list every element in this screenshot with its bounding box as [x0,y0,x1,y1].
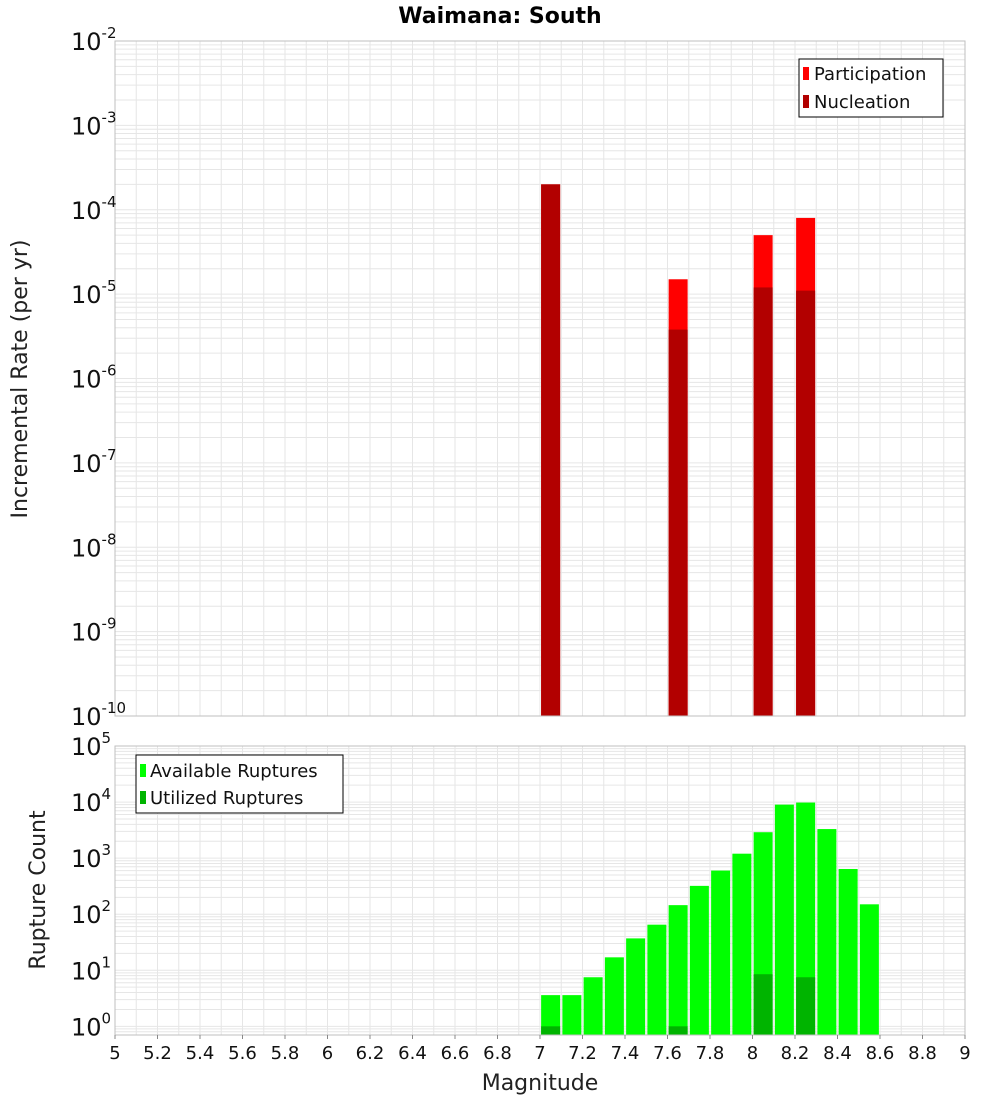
bottom-bar-available-ruptures [838,868,858,1035]
bottom-y-tick-label: 102 [71,897,111,929]
bottom-bar-available-ruptures [562,995,582,1035]
top-y-axis-label: Incremental Rate (per yr) [8,240,33,519]
top-panel: 10-2 10-3 10-4 10-5 10-6 10-7 10-8 10-9 10-10 In… [8,24,966,731]
top-y-tick-labels: 10-2 10-3 10-4 10-5 10-6 10-7 10-8 10-9 10-10 [71,24,126,731]
bottom-bar-utilized-ruptures [668,1026,688,1035]
bottom-bar-available-ruptures [583,977,603,1035]
bottom-y-tick-label: 105 [71,729,111,761]
bottom-bar-available-ruptures [604,957,624,1035]
legend-swatch-available [140,764,146,777]
bottom-legend: Available Ruptures Utilized Ruptures [135,754,344,814]
legend-swatch-nucleation [803,95,809,108]
bottom-panel: 105 104 103 102 101 100 5 5.2 5.4 5.6 5.8 6 6.2 6.4 6… [26,729,971,1096]
top-y-tick-label: 10-7 [71,446,117,478]
bottom-bar-available-ruptures [541,995,561,1035]
bottom-y-tick-label: 103 [71,841,111,873]
bottom-bar-available-ruptures [626,938,646,1035]
top-legend-box [798,58,944,118]
top-y-tick-label: 10-5 [71,277,117,309]
top-bar-nucleation [753,287,773,716]
x-tick-label: 7.8 [696,1043,725,1064]
x-tick-label: 7.4 [611,1043,640,1064]
x-tick-label: 5.8 [271,1043,300,1064]
bottom-bars [541,802,879,1035]
x-tick-label: 5.6 [228,1043,257,1064]
top-bars [541,184,816,717]
x-tick-label: 9 [959,1043,970,1064]
bottom-y-axis-label: Rupture Count [26,810,51,970]
x-tick-label: 7 [534,1043,545,1064]
x-tick-labels: 5 5.2 5.4 5.6 5.8 6 6.2 6.4 6.6 6.8 7 7.2 7.4 7.6 7.8 8… [109,1035,971,1064]
bottom-legend-box [135,754,344,814]
top-y-tick-label: 10-8 [71,530,117,562]
x-tick-label: 6 [322,1043,333,1064]
x-tick-label: 6.8 [483,1043,512,1064]
top-y-tick-label: 10-4 [71,193,117,225]
bottom-bar-utilized-ruptures [753,974,773,1035]
legend-swatch-participation [803,67,809,80]
top-bar-nucleation [796,290,816,716]
x-tick-label: 8 [747,1043,758,1064]
x-tick-label: 6.4 [398,1043,427,1064]
x-tick-label: 7.6 [653,1043,682,1064]
x-tick-label: 5.2 [143,1043,172,1064]
legend-swatch-utilized [140,791,146,804]
bottom-bar-available-ruptures [774,804,794,1035]
x-tick-label: 6.6 [441,1043,470,1064]
legend-label-nucleation: Nucleation [814,92,910,113]
x-tick-label: 6.2 [356,1043,385,1064]
top-bar-nucleation [668,329,688,716]
x-tick-label: 8.2 [781,1043,810,1064]
bottom-bar-utilized-ruptures [796,977,816,1035]
bottom-y-tick-label: 104 [71,785,111,817]
top-y-tick-label: 10-9 [71,615,117,647]
top-y-tick-label: 10-6 [71,362,117,394]
top-y-tick-label: 10-2 [71,24,117,56]
bottom-bar-available-ruptures [817,829,837,1035]
bottom-bar-available-ruptures [711,870,731,1035]
x-tick-label: 5 [109,1043,120,1064]
x-axis-label: Magnitude [482,1071,599,1096]
bottom-y-tick-label: 100 [71,1009,111,1041]
x-tick-label: 5.4 [186,1043,215,1064]
bottom-bar-available-ruptures [668,905,688,1035]
x-tick-label: 8.4 [823,1043,852,1064]
chart-title: Waimana: South [398,4,601,29]
bottom-y-tick-labels: 105 104 103 102 101 100 [71,729,111,1041]
bottom-bar-available-ruptures [732,853,752,1035]
legend-label-available: Available Ruptures [150,761,318,782]
bottom-y-tick-label: 101 [71,953,111,985]
top-legend: Participation Nucleation [798,58,944,118]
legend-label-participation: Participation [814,64,926,85]
bottom-bar-available-ruptures [689,885,709,1035]
top-plot-frame [114,40,966,717]
x-tick-label: 8.8 [908,1043,937,1064]
top-y-tick-label: 10-3 [71,108,117,140]
x-tick-label: 7.2 [568,1043,597,1064]
bottom-bar-available-ruptures [796,802,816,1035]
x-tick-label: 8.6 [866,1043,895,1064]
bottom-bar-utilized-ruptures [541,1026,561,1035]
bottom-bar-available-ruptures [647,924,667,1035]
top-y-tick-label: 10-10 [71,699,126,731]
legend-label-utilized: Utilized Ruptures [150,788,303,809]
top-grid [114,40,966,717]
bottom-bar-available-ruptures [859,904,879,1035]
top-bar-nucleation [541,184,561,717]
